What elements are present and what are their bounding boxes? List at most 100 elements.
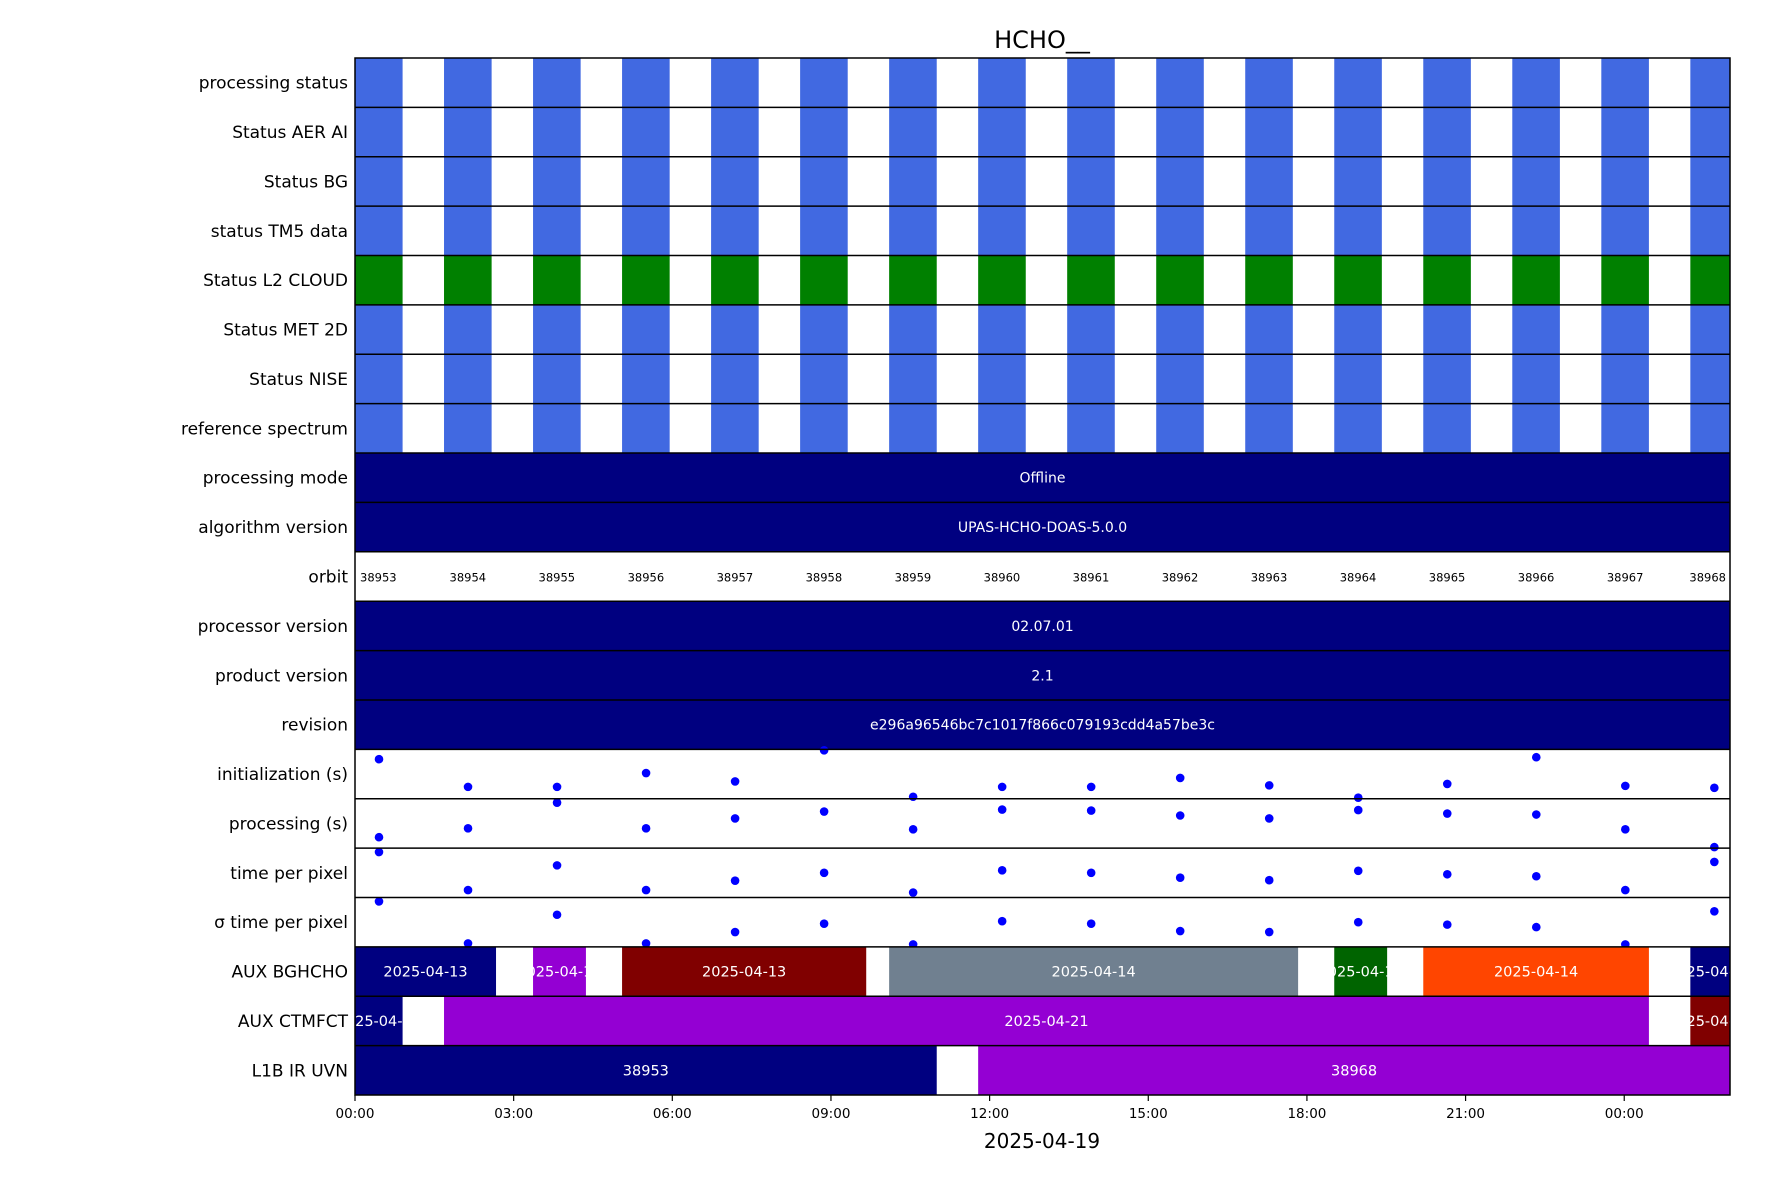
band-label: e296a96546bc7c1017f866c079193cdd4a57be3c — [870, 718, 1215, 734]
segment-label: 38953 — [623, 1063, 669, 1079]
status-bar — [1423, 403, 1471, 454]
status-bar — [355, 304, 403, 355]
segment-bar — [889, 946, 1299, 997]
status-bar — [889, 403, 937, 454]
status-bar — [1512, 255, 1560, 305]
status-bar — [1423, 206, 1471, 256]
data-point — [997, 866, 1007, 875]
status-bar — [1245, 354, 1293, 404]
data-point — [1175, 773, 1185, 783]
status-bar — [355, 58, 403, 108]
row-label: orbit — [308, 568, 348, 588]
status-bar — [1690, 58, 1730, 108]
data-point — [819, 868, 829, 878]
status-bar — [1067, 58, 1115, 108]
status-bar — [533, 403, 581, 454]
x-tick-label: 00:00 — [1605, 1106, 1644, 1122]
status-bar — [1334, 206, 1382, 256]
row-5 — [355, 304, 1730, 355]
status-bar — [1690, 107, 1730, 157]
data-point — [997, 805, 1007, 814]
data-point — [374, 832, 384, 842]
status-bar — [622, 403, 670, 454]
row-12: 2.1 — [355, 650, 1730, 700]
status-bar — [711, 255, 759, 305]
band-bar — [355, 502, 1730, 552]
status-bar — [1601, 255, 1649, 305]
status-bar — [1245, 304, 1293, 355]
band-label: Offline — [1020, 471, 1066, 487]
data-point — [1442, 779, 1452, 789]
status-bar — [978, 354, 1026, 404]
status-bar — [533, 354, 581, 404]
data-point — [730, 927, 740, 937]
row-20: 38953 38968 — [355, 1045, 1730, 1095]
row-label: Status AER AI — [232, 123, 348, 143]
status-bar — [800, 156, 848, 207]
orbit-label: 38954 — [450, 571, 487, 585]
status-bar — [355, 354, 403, 404]
status-bar — [444, 354, 492, 404]
segment-label: 2025-04-21 — [1004, 1014, 1088, 1030]
status-bar — [1067, 403, 1115, 454]
segment-label: 2025-04-14 — [1668, 965, 1752, 981]
data-point — [641, 824, 651, 833]
status-bar — [1156, 255, 1204, 305]
data-point — [1175, 873, 1185, 883]
data-point — [1531, 922, 1541, 932]
orbit-label: 38960 — [984, 571, 1021, 585]
row-label: processing status — [199, 74, 348, 94]
row-label: processor version — [198, 617, 348, 637]
status-bar — [622, 206, 670, 256]
data-point — [1264, 814, 1274, 823]
row-label: AUX CTMFCT — [238, 1012, 349, 1032]
status-bar — [1067, 255, 1115, 305]
orbit-label: 38958 — [806, 571, 843, 585]
status-bar — [1512, 354, 1560, 404]
data-point — [819, 919, 829, 928]
band-bar — [355, 699, 1730, 750]
status-bar — [1423, 354, 1471, 404]
status-bar — [1156, 58, 1204, 108]
status-bar — [533, 255, 581, 305]
status-bar — [1423, 156, 1471, 207]
status-bar — [355, 255, 403, 305]
data-point — [1710, 783, 1719, 793]
status-bar — [711, 354, 759, 404]
status-bar — [711, 206, 759, 256]
row-label: algorithm version — [198, 518, 348, 538]
status-bar — [1156, 156, 1204, 207]
data-point — [552, 910, 562, 920]
data-point — [997, 916, 1007, 926]
data-point — [463, 885, 473, 895]
data-point — [730, 876, 740, 885]
data-point — [1621, 781, 1630, 791]
data-point — [641, 885, 651, 895]
band-label: UPAS-HCHO-DOAS-5.0.0 — [958, 520, 1127, 536]
segment-bar — [1423, 946, 1649, 997]
orbit-label: 38956 — [628, 571, 665, 585]
status-bar — [1601, 58, 1649, 108]
status-bar — [711, 107, 759, 157]
status-bar — [622, 255, 670, 305]
row-3 — [355, 206, 1730, 256]
segment-label: 2025-04-14 — [1319, 965, 1403, 981]
row-label: status TM5 data — [211, 222, 348, 242]
status-bar — [444, 304, 492, 355]
status-bar — [1156, 206, 1204, 256]
status-bar — [978, 107, 1026, 157]
data-point — [1086, 806, 1096, 815]
segment-bar — [444, 996, 1649, 1046]
orbit-label: 38962 — [1162, 571, 1199, 585]
status-bar — [1690, 354, 1730, 404]
data-point — [730, 777, 740, 786]
status-bar — [1423, 304, 1471, 355]
row-8: Offline — [355, 453, 1730, 503]
data-point — [374, 897, 384, 906]
segment-bar — [355, 1045, 937, 1095]
data-point — [1086, 868, 1096, 878]
data-point — [1442, 809, 1452, 818]
status-bar — [355, 403, 403, 454]
row-label: initialization (s) — [217, 765, 348, 785]
